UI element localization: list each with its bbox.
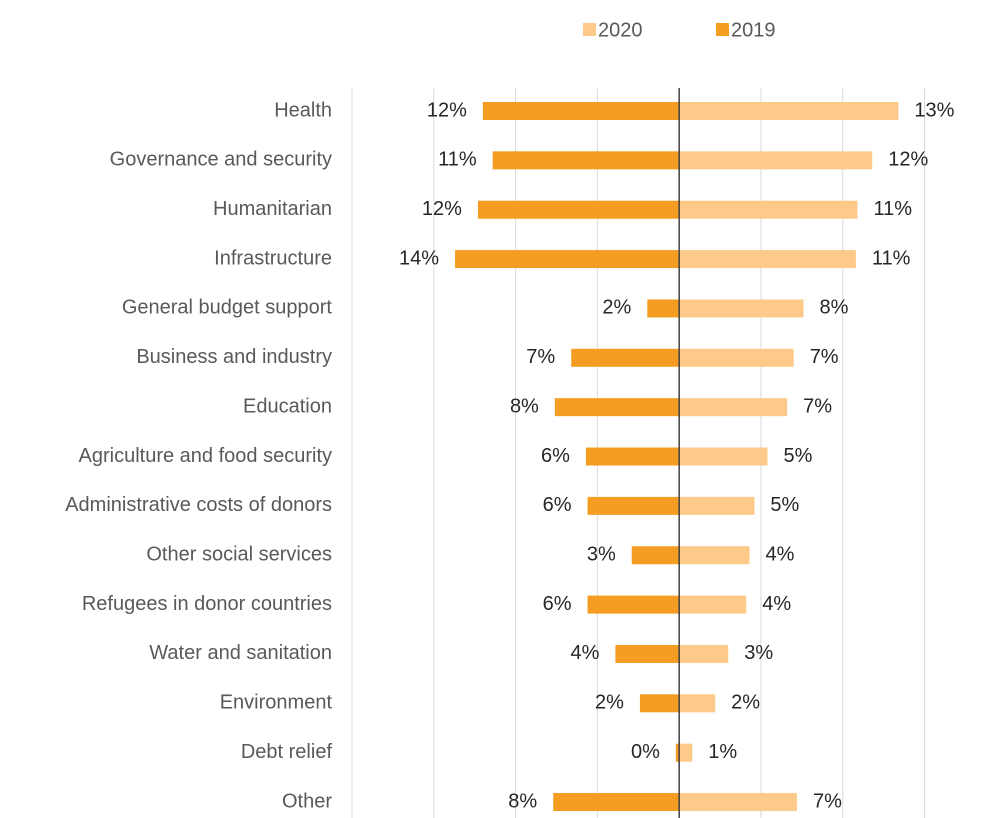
category-label: General budget support [122,297,333,319]
category-label: Infrastructure [214,247,332,269]
value-label: 13% [914,99,954,121]
category-label: Agriculture and food security [79,445,332,467]
value-label: 6% [541,445,570,467]
bar [679,496,755,515]
value-label: 11% [873,198,912,220]
value-label: 11% [872,247,911,269]
bar [679,595,747,614]
category-label: Governance and security [110,149,332,171]
bar [631,546,680,565]
bar [679,151,873,170]
bar [455,250,680,269]
value-label: 2% [731,692,760,714]
bar [482,102,680,120]
category-label: Refugees in donor countries [82,593,332,615]
bar [679,348,794,367]
value-label: 7% [810,346,839,368]
value-label: 6% [543,494,572,516]
value-label: 14% [399,247,439,269]
bar [679,694,716,713]
value-label: 8% [510,395,539,417]
category-label: Water and sanitation [149,642,332,664]
value-label: 4% [570,642,599,664]
bar [477,200,680,219]
bar [639,694,680,713]
bar [679,250,856,269]
bar [679,398,788,417]
bar [675,743,680,762]
bar [615,644,680,663]
value-label: 12% [427,99,467,121]
bar [553,793,680,812]
bar [679,102,899,120]
value-label: 3% [744,642,773,664]
bar [492,151,680,170]
bar [679,200,858,219]
value-label: 7% [803,395,832,417]
bar [679,644,729,663]
value-label: 4% [762,593,791,615]
legend-label: 2020 [598,19,643,41]
legend-label: 2019 [731,19,776,41]
value-label: 8% [508,790,537,812]
bar [647,299,680,318]
value-label: 7% [526,346,555,368]
bar [679,793,797,812]
category-label: Health [274,99,332,121]
value-label: 5% [770,494,799,516]
bar [587,496,680,515]
value-label: 4% [766,544,795,566]
value-label: 7% [813,790,842,812]
value-label: 12% [422,198,462,220]
bar [587,595,680,614]
value-label: 2% [595,692,624,714]
category-label: Education [243,395,332,417]
value-label: 0% [631,741,660,763]
value-label: 3% [587,544,616,566]
category-label: Other [282,790,332,812]
bar [571,348,680,367]
category-label: Administrative costs of donors [65,494,332,516]
category-label: Other social services [146,544,332,566]
value-label: 1% [708,741,737,763]
category-label: Debt relief [241,741,333,763]
bar [554,398,680,417]
category-label: Humanitarian [213,198,332,220]
bar [679,447,768,466]
value-label: 12% [888,149,928,171]
bar [585,447,680,466]
value-label: 2% [602,297,631,319]
bar [679,546,750,565]
category-label: Environment [220,692,333,714]
value-label: 6% [543,593,572,615]
legend-swatch [583,23,596,36]
bar [679,743,693,762]
value-label: 11% [438,149,477,171]
category-label: Business and industry [136,346,332,368]
bar [679,299,804,318]
value-label: 5% [784,445,813,467]
value-label: 8% [820,297,849,319]
legend-swatch [716,23,729,36]
